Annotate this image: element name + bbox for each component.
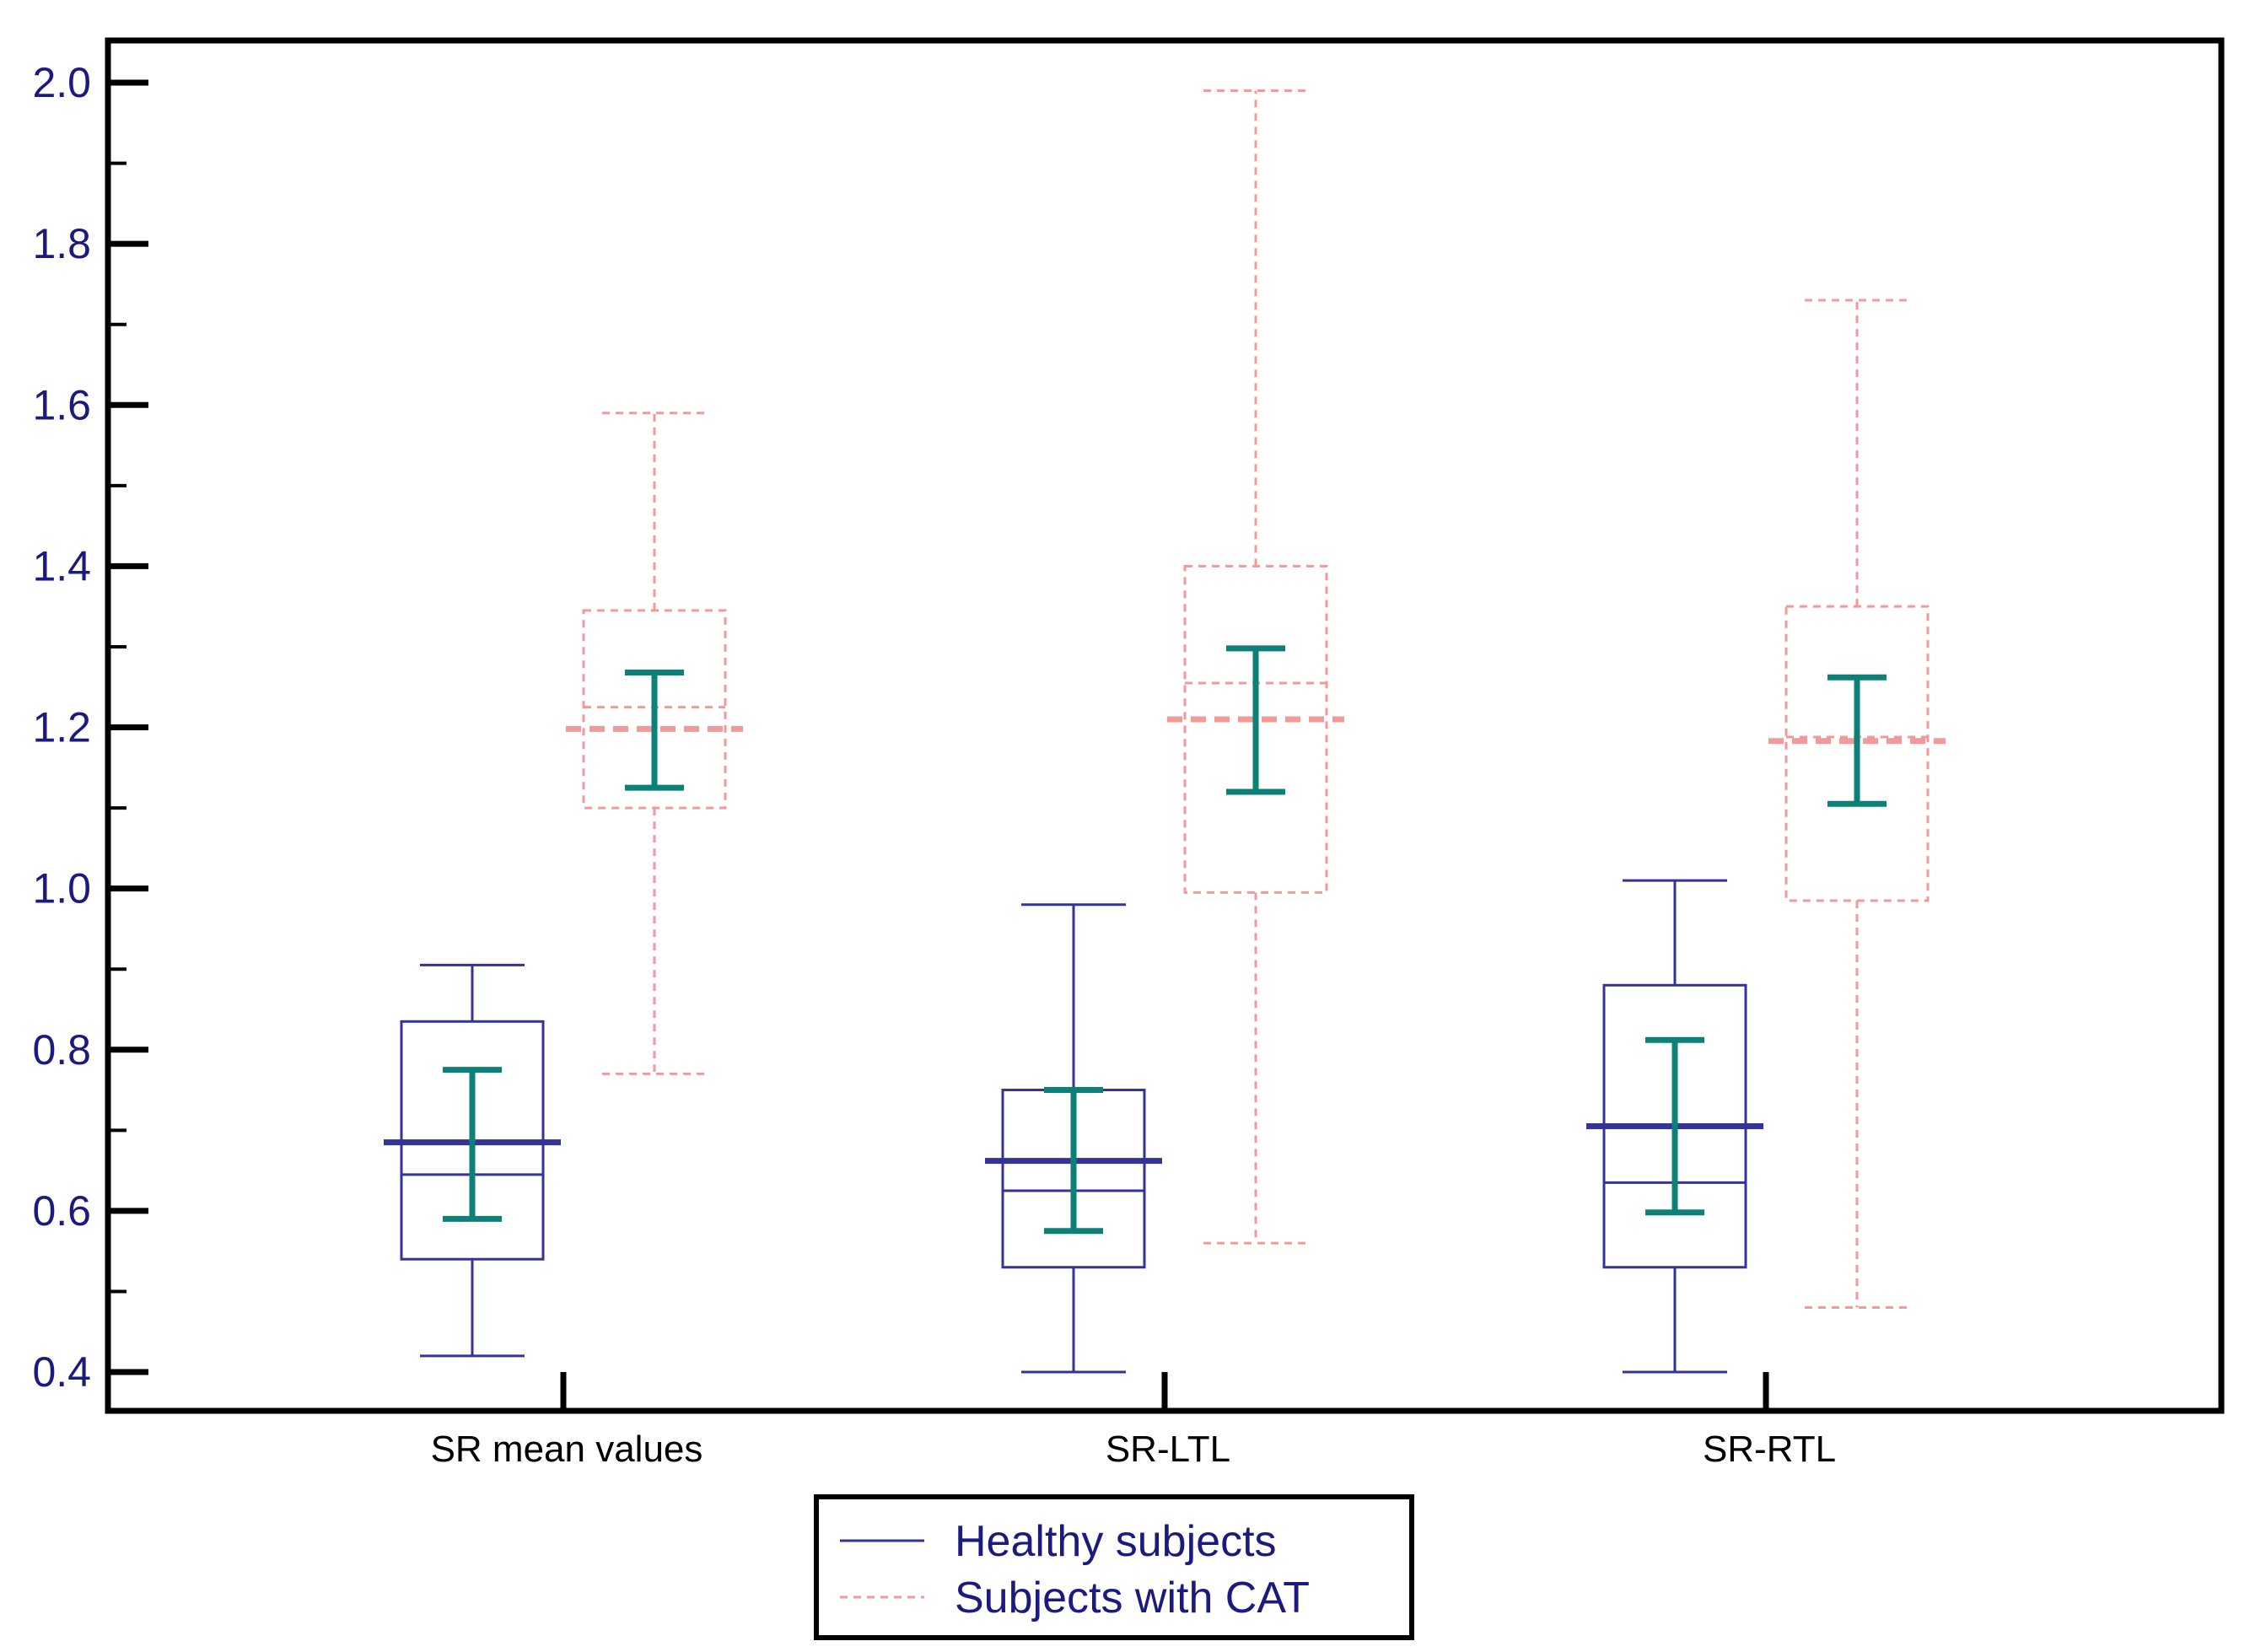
healthy-box-group-3 [1586,879,1763,1374]
legend-label-cat: Subjects with CAT [955,1574,1310,1622]
legend-label-healthy: Healthy subjects [955,1517,1277,1566]
y-tick-label: 1.0 [32,865,91,912]
cat-box [1784,605,1930,902]
legend: Healthy subjects Subjects with CAT [814,1494,1414,1640]
y-tick-label: 0.8 [32,1026,91,1074]
y-tick-label: 0.6 [32,1187,91,1235]
boxes-layer [384,89,1946,1374]
x-axis: SR mean values SR-LTL SR-RTL [431,1372,1836,1470]
y-tick-label: 1.6 [32,381,91,428]
y-tick-label: 0.4 [32,1348,91,1396]
cat-box-group-3 [1768,299,1946,1310]
y-tick-label: 1.8 [32,220,91,267]
y-tick-label: 2.0 [32,59,91,106]
healthy-box-group-1 [384,963,561,1358]
cat-box-group-2 [1167,89,1344,1245]
cat-box [582,609,727,810]
cat-box-group-1 [566,412,743,1075]
cat-box [1183,564,1328,894]
y-axis: 0.4 0.6 0.8 1.0 1.2 1.4 1.6 1.8 2.0 [32,59,148,1396]
y-tick-label: 1.4 [32,542,91,589]
healthy-box-group-2 [985,903,1162,1374]
x-tick-label: SR-RTL [1703,1429,1836,1470]
x-tick-label: SR mean values [431,1429,703,1470]
x-tick-label: SR-LTL [1106,1429,1230,1470]
legend-box [814,1494,1414,1640]
y-tick-label: 1.2 [32,704,91,751]
